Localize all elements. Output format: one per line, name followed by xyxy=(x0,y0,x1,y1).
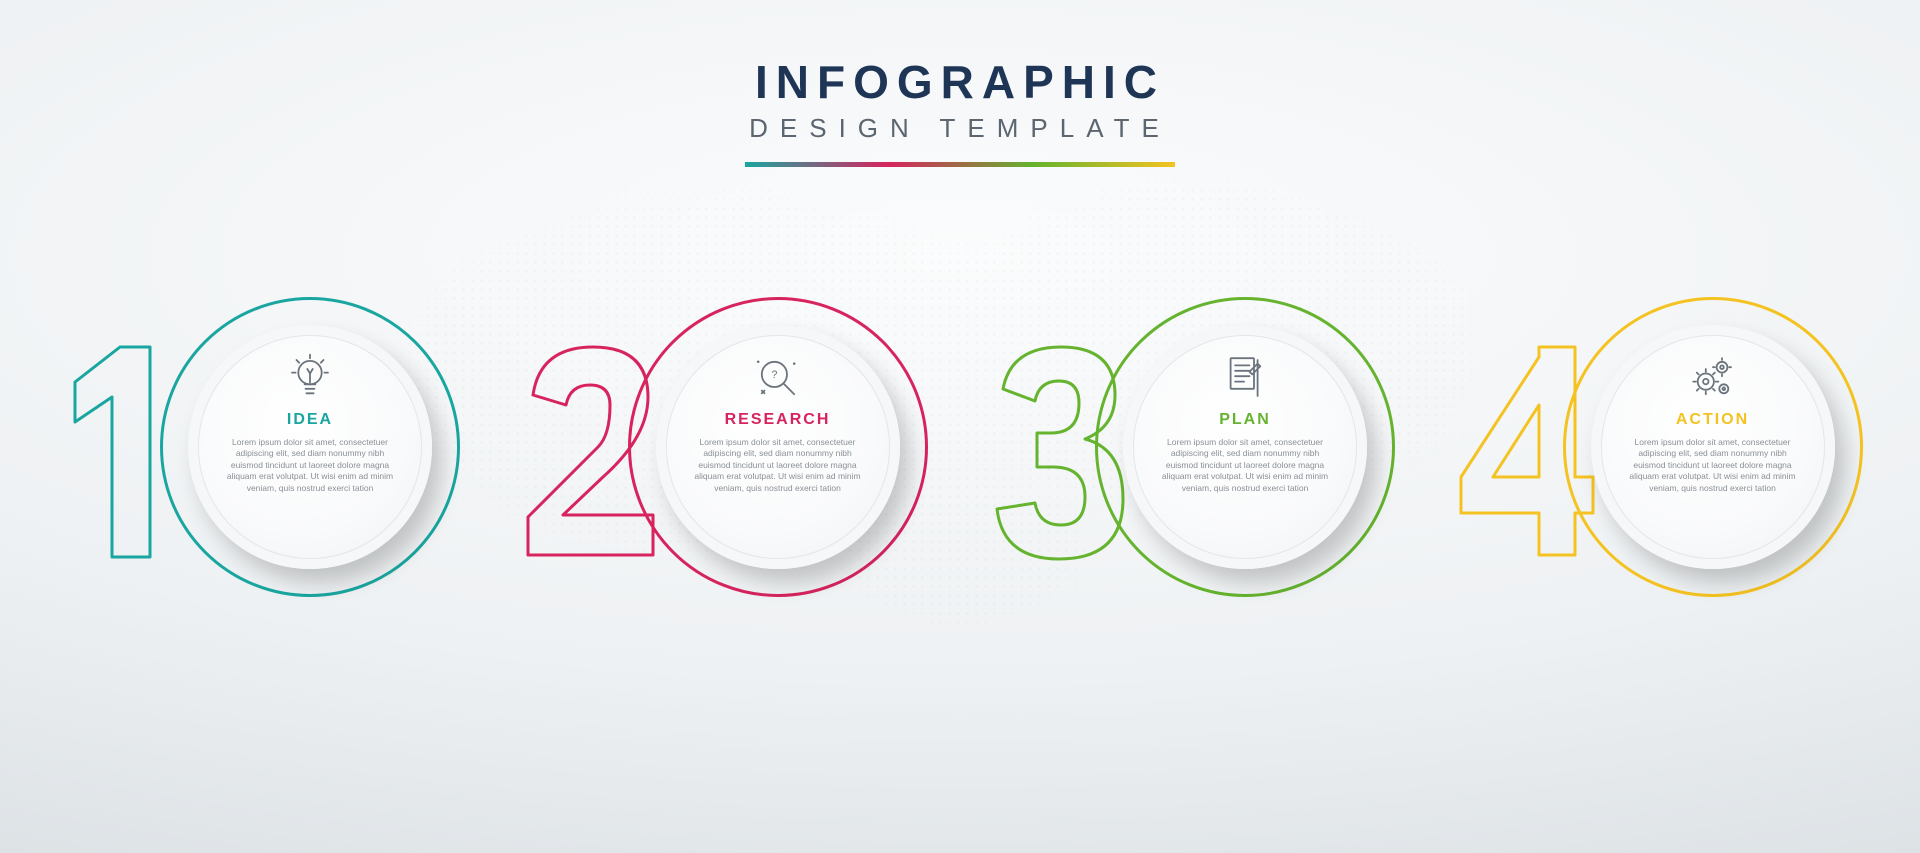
page-title: INFOGRAPHIC xyxy=(0,55,1920,109)
step-3-disc: PLAN Lorem ipsum dolor sit amet, consect… xyxy=(1123,325,1367,569)
step-4: ACTION Lorem ipsum dolor sit amet, conse… xyxy=(1443,287,1881,607)
step-1-label: IDEA xyxy=(287,411,333,429)
header: INFOGRAPHIC DESIGN TEMPLATE xyxy=(0,0,1920,167)
step-2-label: RESEARCH xyxy=(725,411,831,429)
step-2-disc: ? RESEARCH Lorem ipsum dolor sit amet, c… xyxy=(656,325,900,569)
magnifier-icon: ? xyxy=(751,351,805,405)
step-2: ? RESEARCH Lorem ipsum dolor sit amet, c… xyxy=(508,287,946,607)
document-icon xyxy=(1218,351,1272,405)
step-1-body: Lorem ipsum dolor sit amet, consectetuer… xyxy=(220,437,400,494)
lightbulb-icon xyxy=(283,351,337,405)
step-3-label: PLAN xyxy=(1219,411,1271,429)
step-1-disc: IDEA Lorem ipsum dolor sit amet, consect… xyxy=(188,325,432,569)
step-4-body: Lorem ipsum dolor sit amet, consectetuer… xyxy=(1623,437,1803,494)
step-4-disc: ACTION Lorem ipsum dolor sit amet, conse… xyxy=(1591,325,1835,569)
gears-icon xyxy=(1686,351,1740,405)
svg-text:?: ? xyxy=(771,369,777,381)
step-1: IDEA Lorem ipsum dolor sit amet, consect… xyxy=(40,287,478,607)
step-3-body: Lorem ipsum dolor sit amet, consectetuer… xyxy=(1155,437,1335,494)
rainbow-divider xyxy=(745,162,1175,167)
step-2-body: Lorem ipsum dolor sit amet, consectetuer… xyxy=(688,437,868,494)
step-4-label: ACTION xyxy=(1676,411,1749,429)
steps-row: IDEA Lorem ipsum dolor sit amet, consect… xyxy=(0,287,1920,607)
page-subtitle: DESIGN TEMPLATE xyxy=(0,113,1920,144)
step-3: PLAN Lorem ipsum dolor sit amet, consect… xyxy=(975,287,1413,607)
